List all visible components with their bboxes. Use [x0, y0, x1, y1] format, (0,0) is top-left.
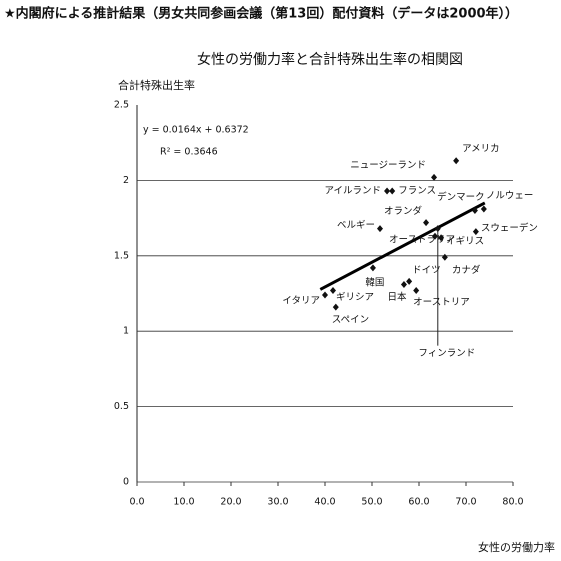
x-tick-label: 60.0	[408, 497, 429, 508]
point	[376, 225, 383, 233]
point	[389, 187, 396, 195]
x-tick-label: 80.0	[502, 497, 523, 508]
y-tick-label: 2	[123, 175, 129, 186]
y-tick-label: 0.5	[114, 401, 129, 412]
x-tick-label: 40.0	[314, 497, 335, 508]
point	[329, 286, 336, 294]
y-tick-label: 1.5	[114, 250, 129, 261]
chart-title: 女性の労働力率と合計特殊出生率の相関図	[197, 51, 463, 68]
equation: y = 0.0164x + 0.6372	[143, 125, 249, 136]
point-label: デンマーク	[437, 191, 485, 203]
point	[332, 303, 339, 311]
y-tick-label: 2.5	[114, 100, 129, 111]
x-tick-label: 50.0	[361, 497, 382, 508]
point-label: 日本	[387, 291, 407, 303]
point-label: オーストラリア	[389, 235, 455, 246]
trendline	[319, 201, 486, 291]
point	[431, 232, 438, 240]
x-tick-label: 30.0	[267, 497, 288, 508]
x-tick-label: 10.0	[173, 497, 194, 508]
point	[431, 173, 438, 181]
point	[413, 286, 420, 294]
y-tick-label: 0	[123, 477, 129, 488]
point	[441, 253, 448, 261]
point-label: カナダ	[452, 264, 481, 276]
point-label: ベルギー	[337, 220, 375, 231]
point	[369, 264, 376, 272]
point	[423, 219, 430, 227]
point	[472, 228, 479, 236]
point-label: スウェーデン	[481, 222, 538, 234]
point-label: オーストリア	[413, 297, 470, 308]
point	[400, 280, 407, 288]
point	[453, 157, 460, 165]
x-tick-label: 70.0	[455, 497, 476, 508]
point	[480, 205, 487, 213]
point-label: ニュージーランド	[350, 160, 426, 171]
x-tick-label: 0.0	[129, 497, 144, 508]
point-label: フランス	[398, 185, 436, 196]
point	[406, 277, 413, 285]
point-label: 韓国	[365, 277, 384, 288]
point-label: ドイツ	[412, 265, 441, 276]
point-label: ノルウェー	[486, 191, 534, 202]
r-squared: R² = 0.3646	[160, 147, 218, 158]
point-label: スペイン	[332, 315, 369, 326]
y-axis-label: 合計特殊出生率	[118, 78, 195, 92]
point	[438, 234, 445, 242]
point-label: ギリシア	[336, 292, 374, 303]
point	[384, 187, 391, 195]
point-label: フィンランド	[418, 348, 475, 359]
x-tick-label: 20.0	[220, 497, 241, 508]
point	[471, 207, 478, 215]
point-label: イタリア	[282, 296, 320, 307]
x-axis-label: 女性の労働力率	[478, 540, 555, 554]
y-tick-label: 1	[123, 326, 129, 337]
point-label: イギリス	[446, 236, 484, 247]
point-label: アメリカ	[462, 143, 500, 154]
page-header: ★内閣府による推計結果（男女共同参画会議（第13回）配付資料（データは2000年…	[4, 6, 518, 22]
point	[322, 291, 328, 299]
point-label: アイルランド	[325, 185, 382, 196]
point-label: オランダ	[384, 205, 423, 217]
